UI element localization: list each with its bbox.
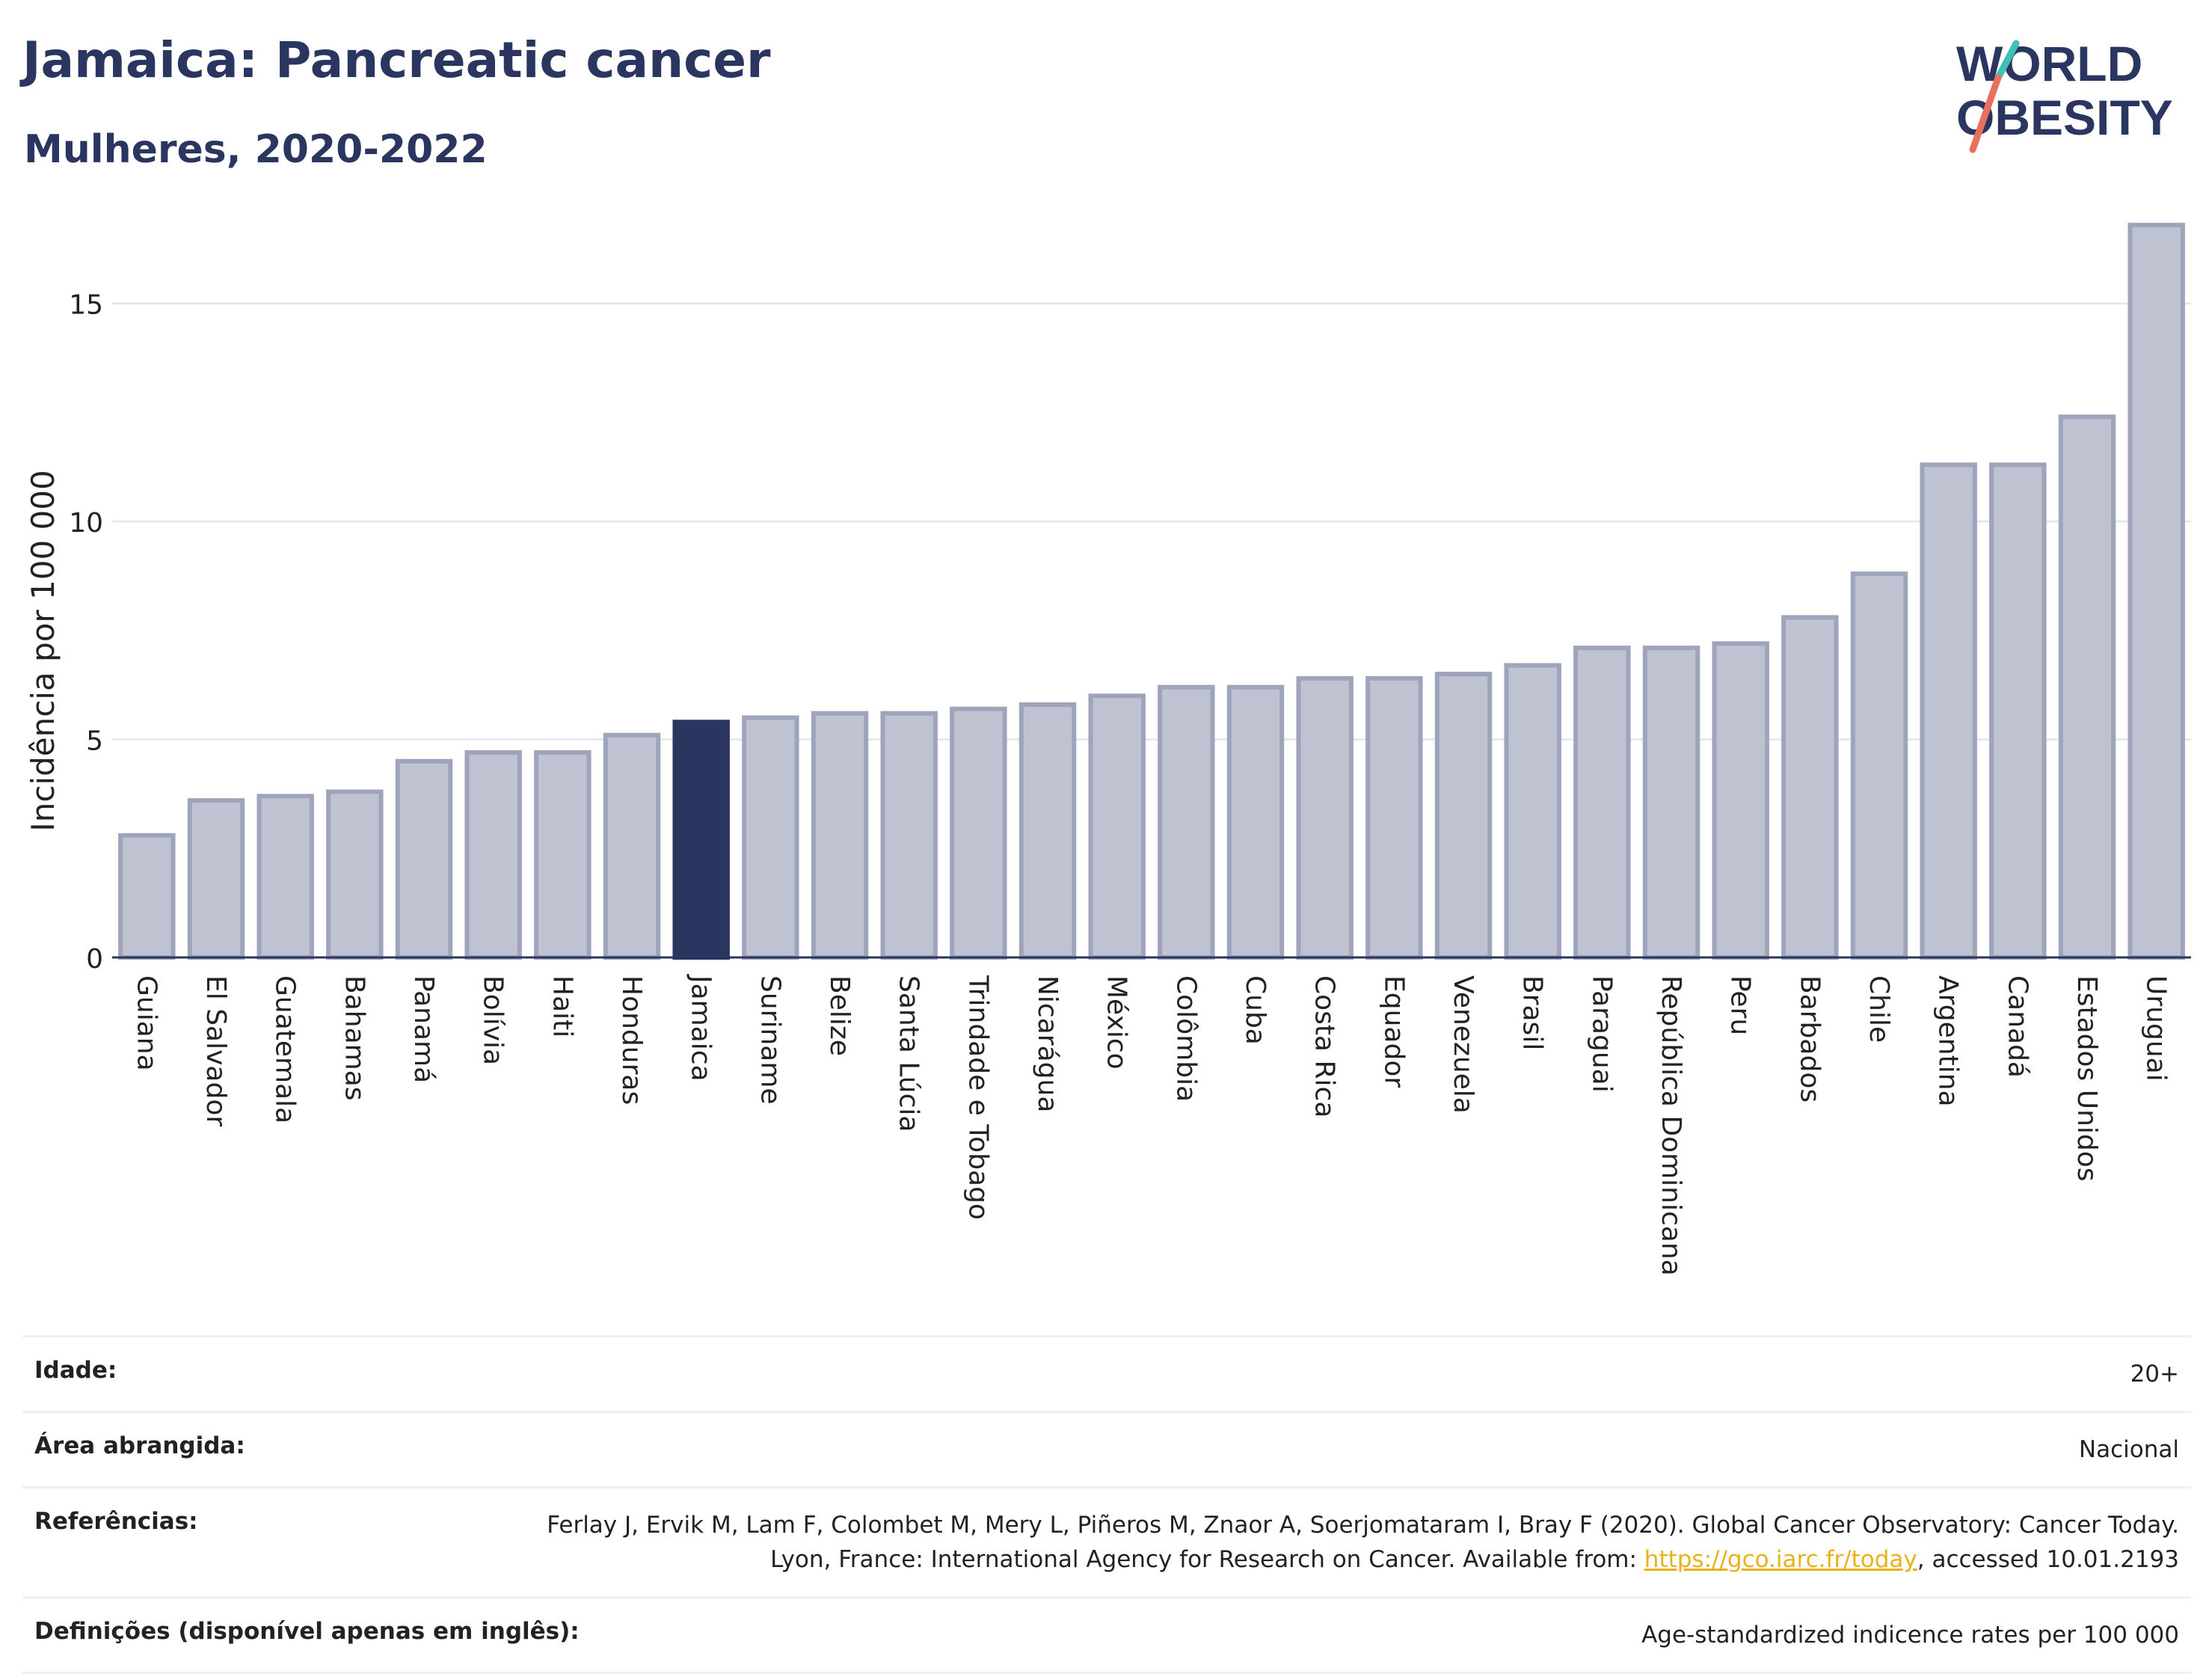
bar-chart: 0 5 10 15 Guiana El Salvador Guatemala Bahamas… — [25, 222, 2191, 1276]
bar-10[interactable] — [811, 711, 869, 960]
meta-row-area: Área abrangida: Nacional — [22, 1411, 2191, 1486]
definitions-value: Age-standardized indicence rates per 100… — [1641, 1622, 2179, 1649]
y-tick-label: 15 — [69, 290, 103, 321]
x-tick-label: Argentina — [1933, 975, 1964, 1107]
svg-text:WORLD: WORLD — [1956, 36, 2142, 91]
bar-28[interactable] — [2058, 414, 2116, 960]
bar-15[interactable] — [1158, 684, 1215, 960]
x-tick-label: Costa Rica — [1309, 975, 1340, 1117]
bar-5[interactable] — [464, 750, 522, 960]
x-tick-label: Estados Unidos — [2071, 975, 2102, 1182]
x-tick-label: Brasil — [1517, 975, 1548, 1050]
bar-2[interactable] — [256, 794, 314, 960]
bar-24[interactable] — [1781, 615, 1839, 960]
bar-18[interactable] — [1365, 675, 1423, 960]
y-tick-label: 5 — [86, 726, 103, 757]
page-subtitle: Mulheres, 2020-2022 — [24, 127, 488, 172]
area-label: Área abrangida: — [34, 1432, 245, 1459]
bar-16[interactable] — [1226, 684, 1285, 960]
x-tick-label: Uruguai — [2141, 975, 2172, 1082]
bar-9[interactable] — [742, 715, 799, 960]
meta-row-definitions: Definições (disponível apenas em inglês)… — [22, 1596, 2191, 1674]
x-tick-label: Colômbia — [1170, 975, 1201, 1102]
definitions-label: Definições (disponível apenas em inglês)… — [34, 1618, 580, 1645]
x-tick-label: Venezuela — [1448, 975, 1478, 1114]
meta-row-age: Idade: 20+ — [22, 1335, 2191, 1411]
world-obesity-logo: WORLD OBESITY — [1956, 36, 2173, 153]
x-tick-label: Peru — [1725, 975, 1756, 1035]
x-tick-label: Honduras — [616, 975, 647, 1105]
x-tick-label: Guatemala — [270, 975, 301, 1123]
page-title: Jamaica: Pancreatic cancer — [22, 31, 771, 89]
x-tick-label: Cuba — [1240, 975, 1271, 1045]
area-value: Nacional — [2078, 1436, 2179, 1463]
references-suffix: , accessed 10.01.2193 — [1917, 1546, 2179, 1573]
bar-0[interactable] — [118, 833, 176, 960]
bar-29[interactable] — [2127, 222, 2185, 960]
bar-25[interactable] — [1850, 571, 1908, 960]
y-axis-label: Incidência por 100 000 — [25, 470, 61, 831]
x-tick-label: Bolívia — [478, 975, 509, 1065]
references-label: Referências: — [34, 1508, 198, 1535]
grid-lines — [112, 302, 2191, 741]
bar-8[interactable] — [672, 720, 730, 960]
meta-row-references: Referências: Ferlay J, Ervik M, Lam F, C… — [22, 1486, 2191, 1596]
x-tick-label: Santa Lúcia — [894, 975, 924, 1132]
bar-19[interactable] — [1434, 672, 1493, 960]
bar-14[interactable] — [1088, 693, 1146, 960]
age-value: 20+ — [2130, 1361, 2179, 1388]
x-tick-label: Belize — [824, 975, 855, 1056]
x-tick-label: Panamá — [408, 975, 439, 1083]
x-tick-label: El Salvador — [200, 975, 231, 1126]
bar-7[interactable] — [603, 732, 661, 960]
x-tick-label: Equador — [1378, 975, 1409, 1088]
y-tick-label: 10 — [69, 508, 103, 539]
x-tick-label: Guiana — [131, 975, 162, 1071]
references-text: Ferlay J, Ervik M, Lam F, Colombet M, Me… — [547, 1512, 2179, 1573]
x-tick-label: Jamaica — [686, 974, 716, 1082]
references-value: Ferlay J, Ervik M, Lam F, Colombet M, Me… — [534, 1508, 2179, 1577]
x-tick-label: Haiti — [547, 975, 577, 1037]
bar-23[interactable] — [1712, 641, 1769, 960]
x-tick-label: Bahamas — [339, 975, 369, 1101]
bar-13[interactable] — [1019, 702, 1077, 960]
x-tick-label: Suriname — [755, 975, 785, 1105]
bar-27[interactable] — [1989, 462, 2047, 960]
age-label: Idade: — [34, 1357, 117, 1384]
bars — [118, 222, 2185, 960]
x-tick-label: Chile — [1864, 975, 1894, 1043]
x-tick-label: Canadá — [2002, 975, 2033, 1078]
bar-12[interactable] — [950, 706, 1007, 960]
y-axis-ticks: 0 5 10 15 — [69, 290, 103, 975]
metadata-table: Idade: 20+ Área abrangida: Nacional Refe… — [22, 1335, 2191, 1674]
references-link[interactable]: https://gco.iarc.fr/today — [1644, 1546, 1917, 1573]
bar-22[interactable] — [1642, 646, 1701, 960]
y-tick-label: 0 — [86, 944, 103, 975]
bar-20[interactable] — [1504, 663, 1561, 960]
x-tick-label: Paraguai — [1586, 975, 1617, 1093]
bar-17[interactable] — [1296, 675, 1354, 960]
bar-26[interactable] — [1920, 462, 1977, 960]
bar-1[interactable] — [187, 798, 245, 960]
x-tick-label: República Dominicana — [1656, 975, 1686, 1276]
x-axis-ticks: Guiana El Salvador Guatemala Bahamas Panamá B… — [131, 974, 2171, 1276]
bar-21[interactable] — [1573, 646, 1631, 960]
x-tick-label: México — [1102, 975, 1132, 1070]
bar-3[interactable] — [326, 789, 384, 960]
x-tick-label: Barbados — [1794, 975, 1825, 1103]
x-tick-label: Trindade e Tobago — [962, 975, 993, 1220]
bar-4[interactable] — [395, 758, 453, 960]
x-tick-label: Nicarágua — [1032, 975, 1063, 1112]
bar-6[interactable] — [534, 750, 592, 960]
bar-11[interactable] — [880, 711, 938, 960]
